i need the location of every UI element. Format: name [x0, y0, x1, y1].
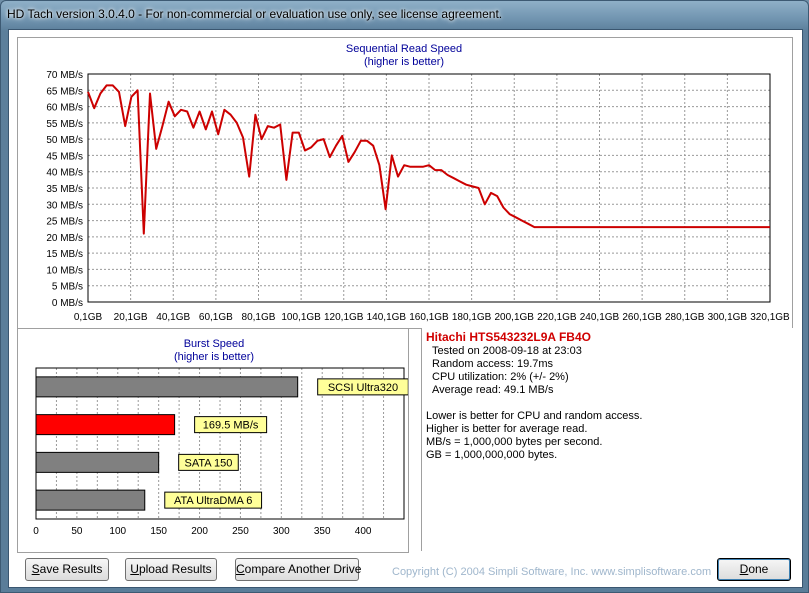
sequential-y-tick-label: 50 MB/s — [46, 135, 83, 146]
burst-bar — [35, 489, 146, 511]
sequential-x-tick-label: 280,1GB — [665, 312, 705, 323]
burst-bar-label: SATA 150 — [185, 457, 233, 469]
upload-label: pload Results — [138, 562, 212, 576]
sequential-grid — [87, 73, 771, 303]
sequential-y-tick-label: 65 MB/s — [46, 86, 83, 97]
note-gb: GB = 1,000,000,000 bytes. — [426, 449, 558, 461]
burst-x-ticks: 0 50 100 150 200 250 300 350 400 — [33, 526, 372, 537]
sequential-x-ticks: 0,1GB 20,1GB 40,1GB 60,1GB 80,1GB 100,1GB 120,… — [74, 312, 790, 323]
sequential-x-tick-label: 180,1GB — [452, 312, 492, 323]
note-mbs: MB/s = 1,000,000 bytes per second. — [426, 436, 603, 448]
compare-mnemonic: C — [236, 562, 245, 576]
sequential-title: Sequential Read Speed — [346, 43, 462, 55]
sequential-read-panel: Sequential Read Speed (higher is better)… — [17, 37, 793, 329]
burst-x-tick-label: 350 — [314, 526, 331, 537]
burst-bar-label: SCSI Ultra320 — [328, 382, 398, 394]
button-bar: Save Results Upload Results Compare Anot… — [9, 554, 802, 587]
sequential-y-tick-label: 55 MB/s — [46, 119, 83, 130]
burst-x-tick-label: 400 — [355, 526, 372, 537]
sequential-x-tick-label: 120,1GB — [324, 312, 364, 323]
sequential-x-tick-label: 320,1GB — [750, 312, 790, 323]
save-results-button[interactable]: Save Results — [25, 558, 109, 581]
random-access: Random access: 19.7ms — [432, 358, 554, 370]
sequential-line — [87, 84, 770, 235]
drive-name: Hitachi HTS543232L9A FB4O — [426, 330, 591, 344]
sequential-x-tick-label: 80,1GB — [242, 312, 276, 323]
sequential-x-tick-label: 0,1GB — [74, 312, 103, 323]
sequential-y-tick-label: 70 MB/s — [46, 70, 83, 81]
compare-another-drive-button[interactable]: Compare Another Drive — [235, 558, 362, 581]
sequential-y-tick-label: 45 MB/s — [46, 151, 83, 162]
average-read: Average read: 49.1 MB/s — [432, 384, 554, 396]
burst-bar-label-box — [164, 491, 263, 509]
burst-bar-label-box — [178, 453, 239, 471]
sequential-y-tick-label: 30 MB/s — [46, 200, 83, 211]
sequential-y-tick-label: 20 MB/s — [46, 233, 83, 244]
sequential-x-tick-label: 40,1GB — [156, 312, 190, 323]
upload-results-button[interactable]: Upload Results — [125, 558, 217, 581]
results-info-panel: Hitachi HTS543232L9A FB4O Tested on 2008… — [421, 328, 793, 551]
burst-title: Burst Speed — [184, 338, 245, 350]
done-button[interactable]: Done — [717, 558, 791, 581]
burst-speed-panel: Burst Speed (higher is better) SCSI Ultr… — [17, 328, 409, 553]
sequential-x-tick-label: 300,1GB — [708, 312, 748, 323]
note-cpu: Lower is better for CPU and random acces… — [426, 410, 643, 422]
sequential-x-tick-label: 240,1GB — [580, 312, 620, 323]
sequential-x-tick-label: 100,1GB — [281, 312, 321, 323]
sequential-x-tick-label: 60,1GB — [199, 312, 233, 323]
sequential-y-tick-label: 25 MB/s — [46, 217, 83, 228]
sequential-y-tick-label: 40 MB/s — [46, 168, 83, 179]
sequential-subtitle: (higher is better) — [364, 56, 444, 68]
sequential-read-series-line — [87, 84, 770, 235]
window-title: HD Tach version 3.0.4.0 - For non-commer… — [7, 7, 503, 21]
sequential-y-tick-label: 10 MB/s — [46, 265, 83, 276]
done-mnemonic: D — [739, 562, 749, 576]
burst-x-tick-label: 100 — [109, 526, 126, 537]
save-label: ave Results — [39, 562, 103, 576]
burst-bar-label-box — [194, 416, 268, 434]
burst-bar — [35, 414, 176, 436]
burst-x-tick-label: 0 — [33, 526, 39, 537]
burst-x-tick-label: 250 — [232, 526, 249, 537]
sequential-x-tick-label: 220,1GB — [537, 312, 577, 323]
burst-bars: SCSI Ultra320 169.5 MB/s SATA 150 ATA Ultra… — [35, 376, 409, 511]
client-area: Sequential Read Speed (higher is better)… — [8, 29, 803, 588]
burst-bar — [35, 376, 299, 398]
burst-subtitle: (higher is better) — [174, 351, 254, 363]
copyright-text: Copyright (C) 2004 Simpli Software, Inc.… — [392, 566, 712, 578]
sequential-x-tick-label: 200,1GB — [495, 312, 535, 323]
burst-plot-frame — [35, 367, 405, 520]
done-label: one — [748, 562, 769, 576]
compare-label: ompare Another Drive — [244, 562, 362, 576]
burst-bar — [35, 451, 160, 473]
cpu-utilization: CPU utilization: 2% (+/- 2%) — [432, 371, 569, 383]
burst-x-tick-label: 150 — [150, 526, 167, 537]
sequential-read-chart: Sequential Read Speed (higher is better)… — [46, 43, 790, 323]
burst-bar-label: ATA UltraDMA 6 — [174, 495, 252, 507]
sequential-y-tick-label: 5 MB/s — [52, 282, 83, 293]
sequential-y-tick-label: 35 MB/s — [46, 184, 83, 195]
note-average: Higher is better for average read. — [426, 423, 588, 435]
burst-speed-chart: Burst Speed (higher is better) SCSI Ultr… — [33, 338, 409, 537]
sequential-y-tick-label: 15 MB/s — [46, 249, 83, 260]
burst-bar-label: 169.5 MB/s — [203, 420, 259, 432]
sequential-plot-frame — [87, 73, 771, 303]
title-bar[interactable]: HD Tach version 3.0.4.0 - For non-commer… — [1, 1, 808, 29]
sequential-x-tick-label: 140,1GB — [367, 312, 407, 323]
sequential-y-tick-label: 0 MB/s — [52, 298, 83, 309]
sequential-x-tick-label: 160,1GB — [409, 312, 449, 323]
upload-mnemonic: U — [130, 562, 139, 576]
burst-x-tick-label: 50 — [71, 526, 83, 537]
burst-x-tick-label: 200 — [191, 526, 208, 537]
sequential-x-tick-label: 20,1GB — [114, 312, 148, 323]
burst-x-tick-label: 300 — [273, 526, 290, 537]
sequential-x-tick-label: 260,1GB — [622, 312, 662, 323]
tested-date: Tested on 2008-09-18 at 23:03 — [432, 345, 582, 357]
sequential-y-ticks: 0 MB/s 5 MB/s 10 MB/s 15 MB/s 20 MB/s 25 MB/s… — [46, 70, 83, 309]
save-mnemonic: S — [31, 562, 40, 576]
sequential-y-tick-label: 60 MB/s — [46, 103, 83, 114]
